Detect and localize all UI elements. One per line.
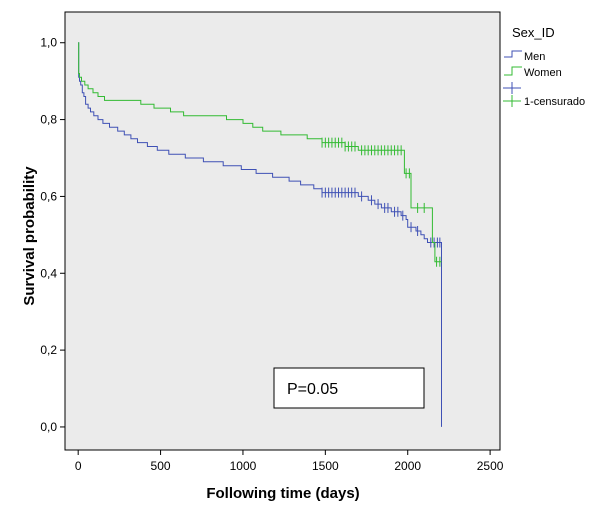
y-tick-label-3: 0,6 <box>40 189 57 203</box>
legend-title: Sex_ID <box>512 25 555 40</box>
legend-label-men: Men <box>524 51 545 63</box>
legend-label-censurado: 1-censurado <box>524 96 585 108</box>
annotation-box: P=0.05 <box>273 367 425 409</box>
series-line-men <box>78 42 442 427</box>
legend-swatch-women <box>504 66 522 76</box>
y-tick-label-4: 0,8 <box>40 113 57 127</box>
annotation-frame <box>273 367 425 409</box>
legend: Sex_ID Men Women 1-censurado <box>503 25 585 108</box>
x-tick-label-2: 1000 <box>230 459 257 473</box>
annotation-text: P=0.05 <box>287 381 338 398</box>
x-tick-label-5: 2500 <box>477 459 504 473</box>
y-tick-label-2: 0,4 <box>40 266 57 280</box>
y-tick-label-0: 0,0 <box>40 420 57 434</box>
x-tick-label-0: 0 <box>75 459 82 473</box>
x-tick-label-1: 500 <box>151 459 171 473</box>
y-tick-label-1: 0,2 <box>40 343 57 357</box>
x-axis: 0 500 1000 1500 2000 2500 <box>75 450 504 473</box>
legend-label-women: Women <box>524 67 562 79</box>
y-axis: 0,0 0,2 0,4 0,6 0,8 1,0 <box>40 36 65 434</box>
y-tick-label-5: 1,0 <box>40 36 57 50</box>
legend-entry-censored-women: 1-censurado <box>503 95 585 108</box>
legend-entry-censored-men <box>503 82 521 94</box>
legend-entry-men: Men <box>504 50 545 63</box>
x-tick-label-4: 2000 <box>394 459 421 473</box>
curves-layer <box>78 42 442 427</box>
legend-swatch-men <box>504 50 522 58</box>
y-axis-title: Survival probability <box>21 166 38 306</box>
x-axis-title: Following time (days) <box>206 485 359 502</box>
legend-entry-women: Women <box>504 66 562 79</box>
x-tick-label-3: 1500 <box>312 459 339 473</box>
